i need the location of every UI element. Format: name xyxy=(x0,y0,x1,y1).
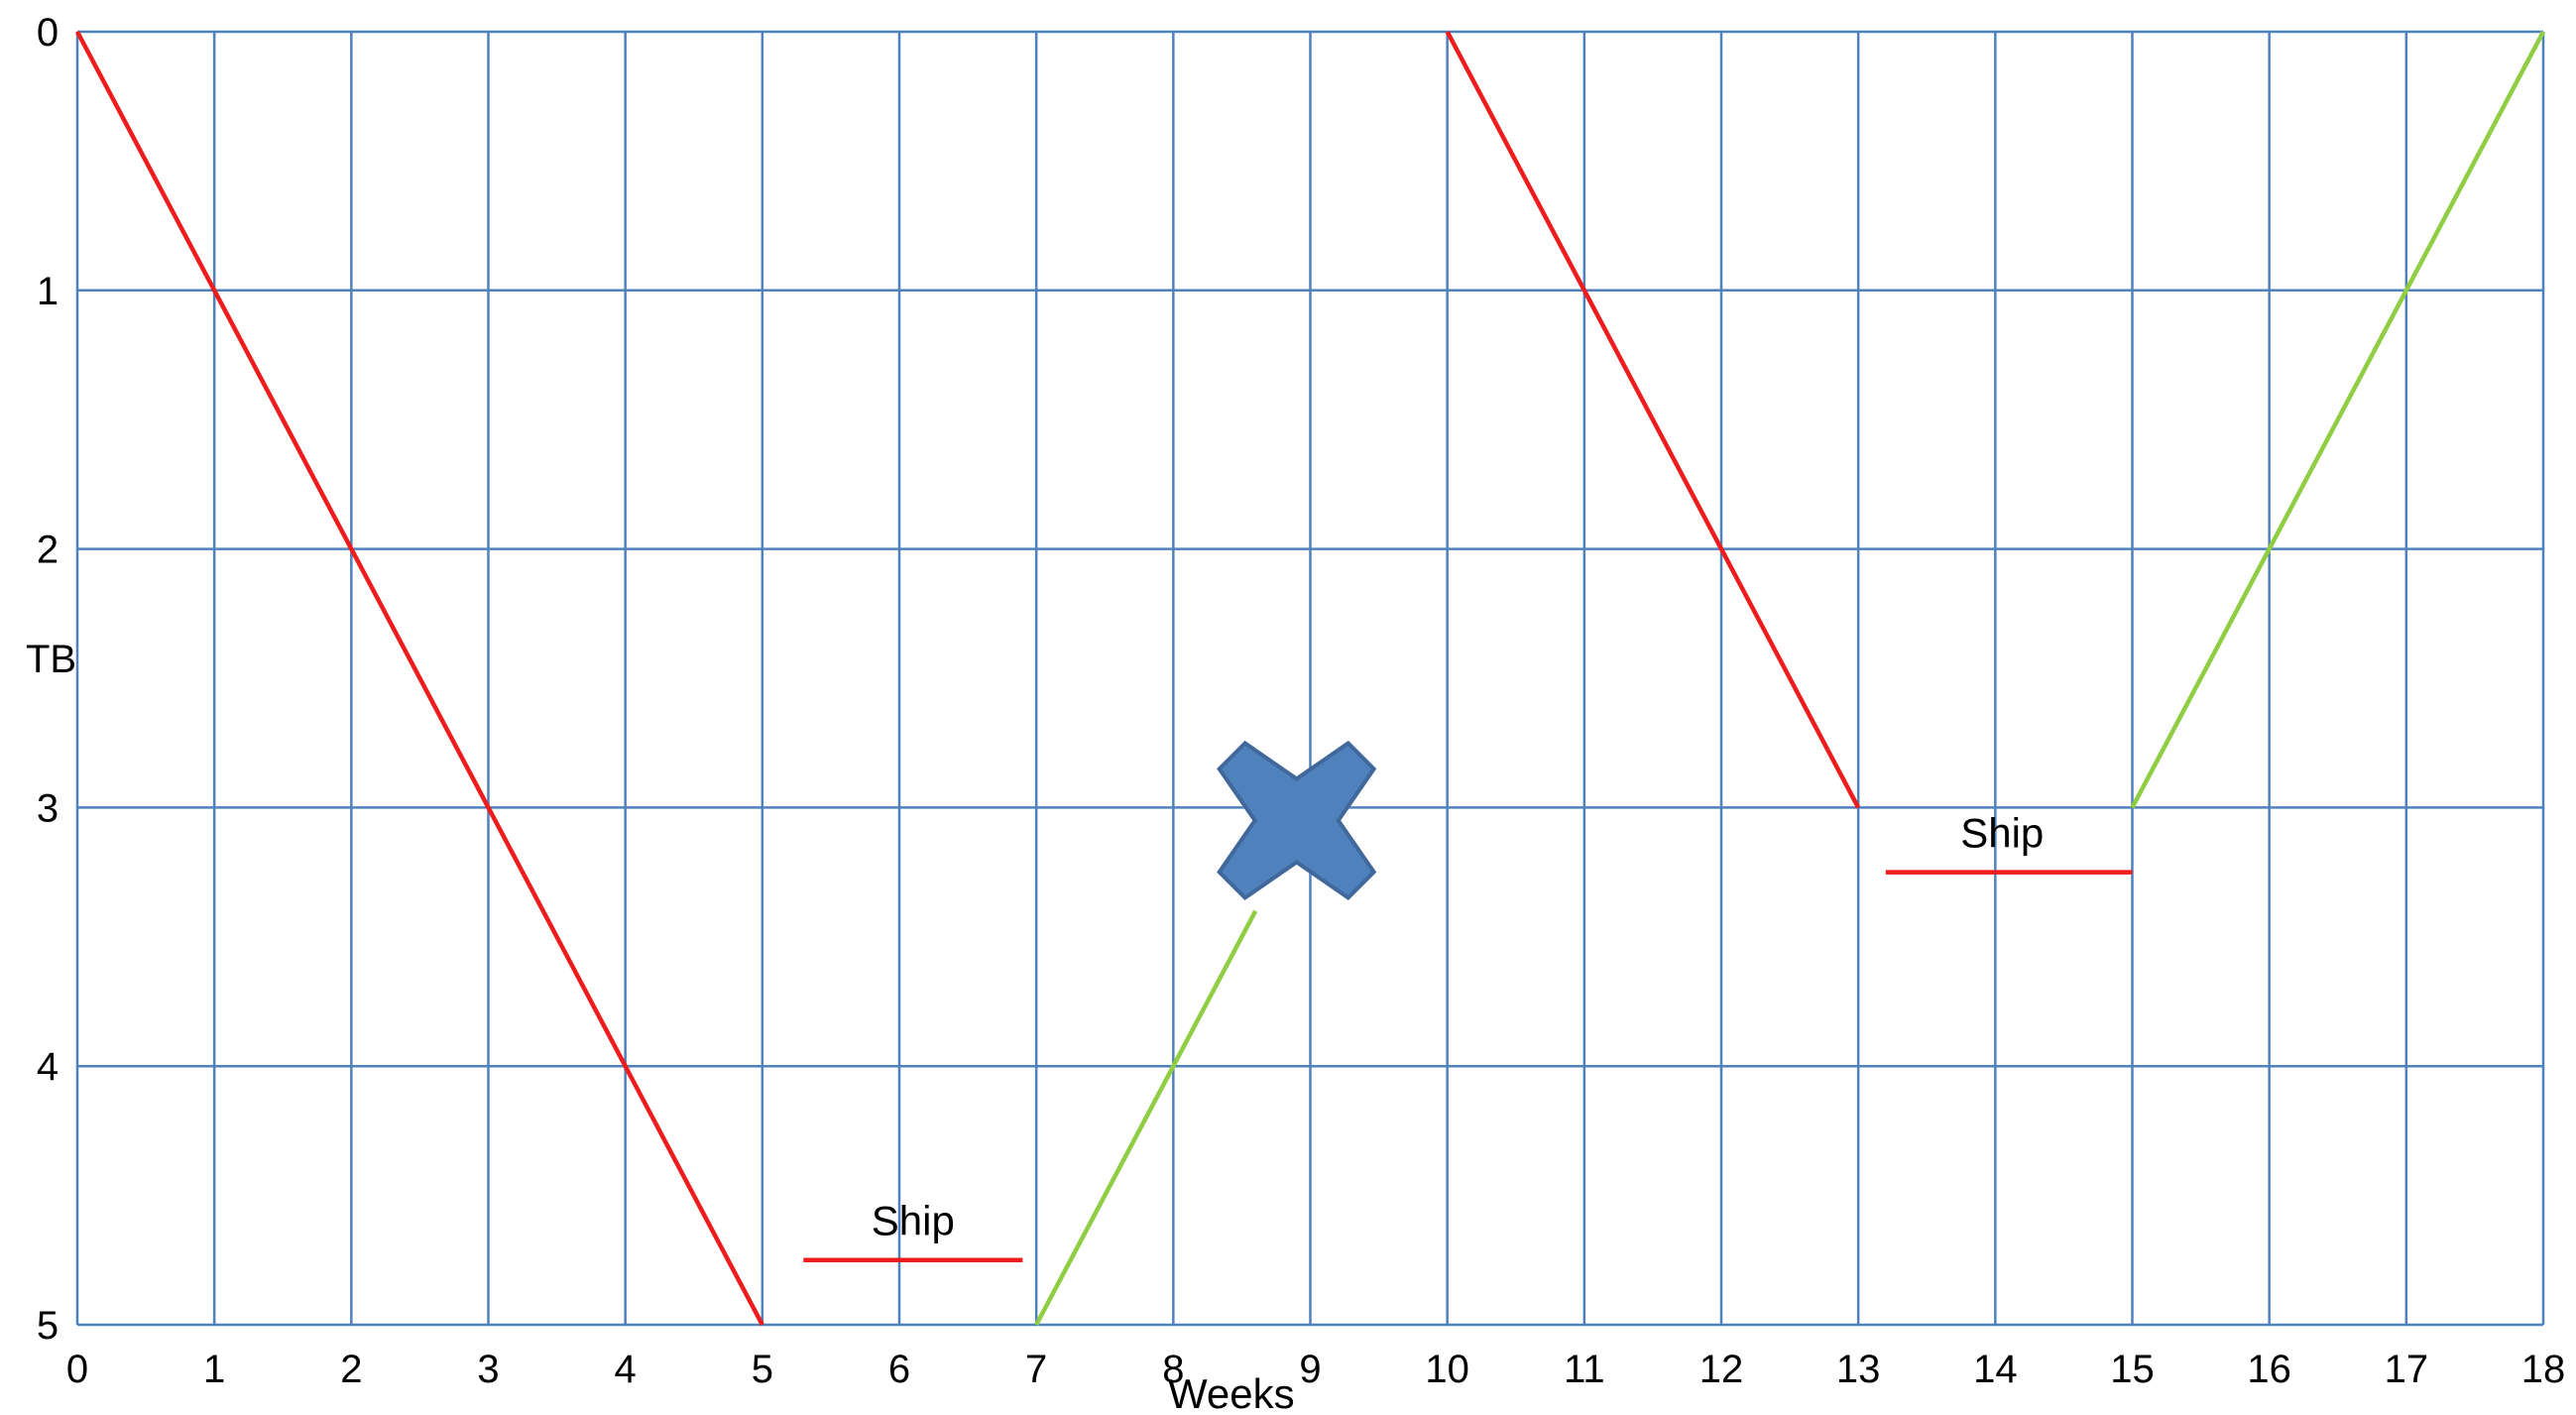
series-line xyxy=(75,30,764,1327)
x-tick-label: 7 xyxy=(1025,1348,1047,1391)
series-line xyxy=(1034,909,1258,1327)
ship-label: Ship xyxy=(872,1198,955,1244)
y-tick-label: 3 xyxy=(37,786,59,830)
x-tick-label: 4 xyxy=(615,1348,637,1391)
grid xyxy=(75,30,2545,1327)
x-tick-label: 0 xyxy=(66,1348,88,1391)
x-tick-label: 14 xyxy=(1973,1348,2018,1391)
x-tick-label: 12 xyxy=(1699,1348,1744,1391)
y-tick-label: 5 xyxy=(37,1304,59,1348)
y-tick-label: 1 xyxy=(37,270,59,313)
x-tick-label: 16 xyxy=(2247,1348,2291,1391)
x-tick-label: 1 xyxy=(203,1348,225,1391)
x-tick-label: 9 xyxy=(1299,1348,1321,1391)
x-tick-label: 13 xyxy=(1836,1348,1881,1391)
y-tick-label: 2 xyxy=(37,529,59,572)
x-tick-label: 11 xyxy=(1564,1348,1605,1391)
x-tick-label: 3 xyxy=(477,1348,499,1391)
x-tick-label: 10 xyxy=(1425,1348,1469,1391)
y-axis-label: TB xyxy=(26,638,76,681)
series-line xyxy=(2130,30,2545,809)
x-tick-label: 6 xyxy=(888,1348,910,1391)
x-tick-label: 17 xyxy=(2385,1348,2429,1391)
annotations: Ship Ship xyxy=(803,809,2133,1263)
y-tick-label: 0 xyxy=(37,11,59,55)
x-mark-icon xyxy=(1217,740,1377,901)
x-tick-label: 5 xyxy=(752,1348,773,1391)
marker-group xyxy=(1217,740,1377,901)
x-tick-label: 2 xyxy=(340,1348,362,1391)
x-tick-label: 18 xyxy=(2521,1348,2566,1391)
x-tick-label: 8 xyxy=(1162,1348,1184,1391)
x-axis-label: Weeks xyxy=(1168,1370,1295,1415)
series-line xyxy=(1445,30,1861,809)
ship-label: Ship xyxy=(1960,809,2044,856)
series-group xyxy=(75,30,2545,1327)
y-tick-label: 4 xyxy=(37,1045,59,1089)
x-tick-label: 15 xyxy=(2110,1348,2155,1391)
